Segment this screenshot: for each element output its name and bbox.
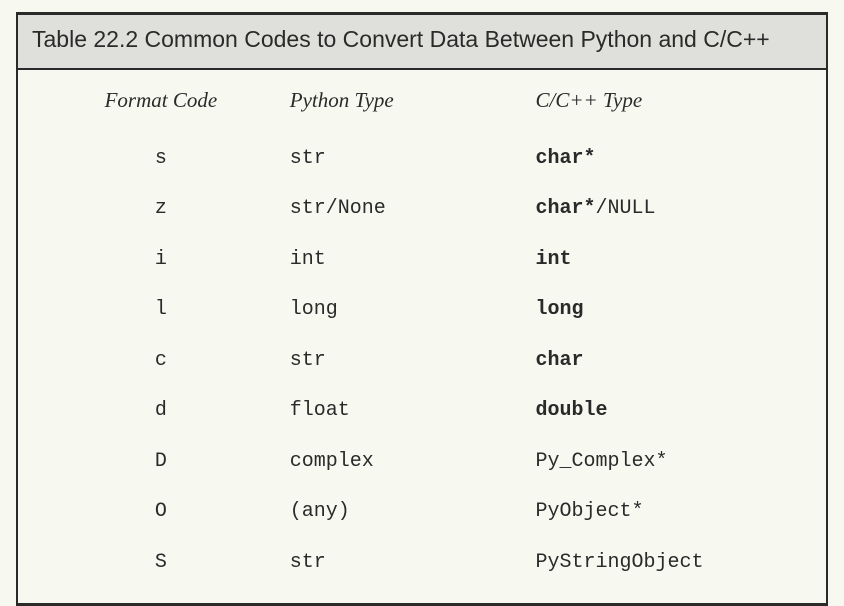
table-container: Table 22.2 Common Codes to Convert Data … xyxy=(16,12,828,606)
header-row: Format Code Python Type C/C++ Type xyxy=(38,88,806,113)
cell-c-type-segment: long xyxy=(536,298,584,321)
cell-c-type-segment: PyObject* xyxy=(536,500,644,523)
cell-c-type-segment: char* xyxy=(536,147,596,170)
column-header-format-code: Format Code xyxy=(38,88,284,113)
cell-c-type: PyStringObject xyxy=(530,551,806,574)
cell-c-type: char*/NULL xyxy=(530,197,806,220)
table-row: sstr char* xyxy=(38,133,806,184)
cell-c-type-segment: double xyxy=(536,399,608,422)
cell-format-code: O xyxy=(38,500,284,523)
title-box: Table 22.2 Common Codes to Convert Data … xyxy=(18,15,826,70)
cell-format-code: i xyxy=(38,248,284,271)
cell-c-type: long xyxy=(530,298,806,321)
table-row: O(any) PyObject* xyxy=(38,486,806,537)
cell-format-code: D xyxy=(38,450,284,473)
rows-container: sstrchar*zstr/Nonechar*/NULLiintintllong… xyxy=(38,133,806,588)
cell-python-type: complex xyxy=(284,450,530,473)
table-body: Format Code Python Type C/C++ Type sstrc… xyxy=(18,70,826,604)
cell-python-type: int xyxy=(284,248,530,271)
table-row: zstr/Nonechar*/NULL xyxy=(38,183,806,234)
cell-c-type: int xyxy=(530,248,806,271)
cell-c-type: char xyxy=(530,349,806,372)
cell-c-type: char* xyxy=(530,147,806,170)
cell-c-type: double xyxy=(530,399,806,422)
cell-format-code: c xyxy=(38,349,284,372)
table-row: llonglong xyxy=(38,284,806,335)
table-title: Table 22.2 Common Codes to Convert Data … xyxy=(32,25,812,54)
cell-python-type: long xyxy=(284,298,530,321)
cell-python-type: (any) xyxy=(284,500,530,523)
column-header-python-type: Python Type xyxy=(284,88,530,113)
cell-c-type-segment: /NULL xyxy=(596,197,656,220)
cell-format-code: l xyxy=(38,298,284,321)
cell-format-code: z xyxy=(38,197,284,220)
cell-python-type: str xyxy=(284,551,530,574)
cell-c-type-segment: char xyxy=(536,349,584,372)
table-row: dfloat double xyxy=(38,385,806,436)
cell-python-type: str xyxy=(284,349,530,372)
table-row: iintint xyxy=(38,234,806,285)
cell-c-type: Py_Complex* xyxy=(530,450,806,473)
column-header-c-type: C/C++ Type xyxy=(530,88,806,113)
table-row: cstrchar xyxy=(38,335,806,386)
cell-python-type: float xyxy=(284,399,530,422)
table-row: Dcomplex Py_Complex* xyxy=(38,436,806,487)
cell-c-type: PyObject* xyxy=(530,500,806,523)
cell-python-type: str xyxy=(284,147,530,170)
table-row: Sstr PyStringObject xyxy=(38,537,806,588)
cell-format-code: S xyxy=(38,551,284,574)
cell-c-type-segment: Py_Complex* xyxy=(536,450,668,473)
cell-c-type-segment: PyStringObject xyxy=(536,551,704,574)
cell-c-type-segment: char* xyxy=(536,197,596,220)
cell-c-type-segment: int xyxy=(536,248,572,271)
cell-format-code: s xyxy=(38,147,284,170)
cell-format-code: d xyxy=(38,399,284,422)
cell-python-type: str/None xyxy=(284,197,530,220)
